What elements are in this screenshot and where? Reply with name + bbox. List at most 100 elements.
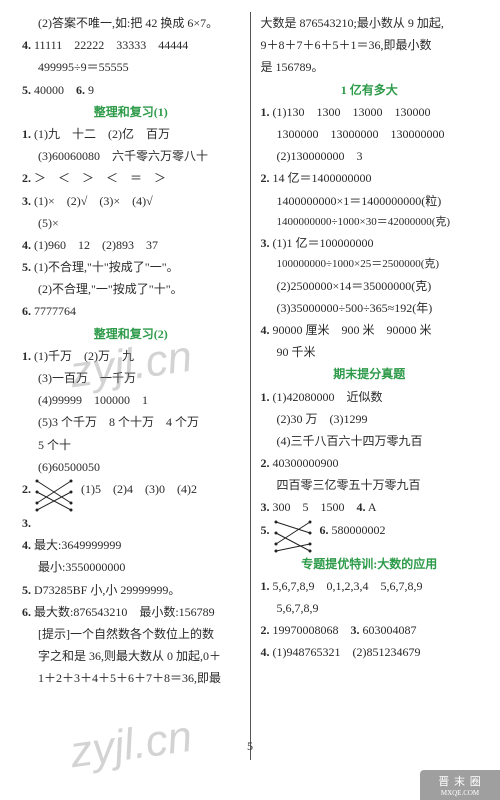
item-num: 4. [357, 500, 366, 514]
item-text: (1)42080000 近似数 [273, 390, 383, 404]
text-line: 大数是 876543210;最小数从 9 加起, [261, 12, 479, 34]
item-text: 90000 厘米 900 米 90000 米 [273, 323, 432, 337]
text-line: 1300000 13000000 130000000 [261, 123, 479, 145]
text-line: 4. 11111 22222 33333 44444 [22, 34, 240, 56]
text-line: [提示]一个自然数各个数位上的数 [22, 623, 240, 645]
item-text: 最大:3649999999 [34, 538, 121, 552]
item-text: 603004087 [363, 623, 417, 637]
section-heading: 期末提分真题 [261, 363, 479, 385]
text-line: 100000000÷1000×25＝2500000(克) [261, 254, 479, 274]
item-text: 11111 22222 33333 44444 [34, 38, 188, 52]
text-line: 1＋2＋3＋4＋5＋6＋7＋8＝36,即最 [22, 667, 240, 689]
text-line: 5,6,7,8,9 [261, 597, 479, 619]
text-line: 1400000000×1＝1400000000(粒) [261, 190, 479, 212]
text-line: 1. (1)130 1300 13000 130000 [261, 101, 479, 123]
item-num: 1. [22, 349, 31, 363]
item-text: 14 亿＝1400000000 [273, 171, 372, 185]
page-number: 5 [0, 739, 500, 754]
item-num: 5. [22, 260, 31, 274]
text-line: (2)不合理,"一"按成了"十"。 [22, 278, 240, 300]
corner-logo: 晋 末 圈 MXQE.COM [420, 770, 500, 800]
text-line: (3)60060080 六千零六万零八十 [22, 145, 240, 167]
item-num: 2. [22, 171, 31, 185]
item-text: (1)1 亿＝100000000 [273, 236, 374, 250]
item-num: 2. [22, 482, 31, 496]
section-heading: 整理和复习(2) [22, 323, 240, 345]
item-num: 4. [22, 38, 31, 52]
text-line: 4. (1)948765321 (2)851234679 [261, 641, 479, 663]
text-line: 1. (1)千万 (2)万 九 [22, 345, 240, 367]
text-line: 4. (1)960 12 (2)893 37 [22, 234, 240, 256]
matching-diagram-icon [273, 519, 313, 553]
text-line: (2)2500000×14＝35000000(克) [261, 275, 479, 297]
item-num: 2. [261, 171, 270, 185]
item-num: 6. [76, 83, 85, 97]
item-num: 6. [22, 304, 31, 318]
item-text: 9 [88, 83, 94, 97]
text-line: 5 个十 [22, 434, 240, 456]
item-num: 1. [22, 127, 31, 141]
text-line: 499995÷9＝55555 [22, 56, 240, 78]
corner-logo-sub: MXQE.COM [438, 789, 482, 797]
text-line: 90 千米 [261, 341, 479, 363]
matching-diagram-icon [34, 478, 74, 512]
item-text: (1)九 十二 (2)亿 百万 [34, 127, 170, 141]
text-line: 3. 300 5 1500 4. A [261, 496, 479, 518]
section-heading: 1 亿有多大 [261, 79, 479, 101]
item-num: 2. [261, 456, 270, 470]
text-line: (5)3 个千万 8 个十万 4 个万 [22, 411, 240, 433]
item-text: 19970008068 [273, 623, 351, 637]
text-line: (6)60500050 [22, 456, 240, 478]
text-line: 2. 19970008068 3. 603004087 [261, 619, 479, 641]
item-num: 3. [22, 516, 31, 530]
text-line: (4)三千八百六十四万零九百 [261, 430, 479, 452]
item-text: (1)× (2)√ (3)× (4)√ [34, 194, 153, 208]
left-column: (2)答案不唯一,如:把 42 换成 6×7。 4. 11111 22222 3… [18, 12, 251, 760]
item-text: A [368, 500, 377, 514]
item-text: 580000002 [332, 523, 386, 537]
text-line: 4. 90000 厘米 900 米 90000 米 [261, 319, 479, 341]
section-heading: 专题提优特训:大数的应用 [261, 553, 479, 575]
item-text: (1)960 12 (2)893 37 [34, 238, 158, 252]
item-text: D73285BF 小,小 29999999。 [34, 583, 180, 597]
text-line: 1400000000÷1000×30＝42000000(克) [261, 212, 479, 232]
item-num: 4. [261, 645, 270, 659]
text-line: 3. (1)1 亿＝100000000 [261, 232, 479, 254]
text-line: 3. (1)× (2)√ (3)× (4)√ [22, 190, 240, 212]
text-line: 字之和是 36,则最大数从 0 加起,0＋ [22, 645, 240, 667]
text-line: 6. 7777764 [22, 300, 240, 322]
text-line: 最小:3550000000 [22, 556, 240, 578]
item-num: 5. [22, 583, 31, 597]
item-num: 3. [351, 623, 360, 637]
item-num: 3. [22, 194, 31, 208]
section-heading: 整理和复习(1) [22, 101, 240, 123]
item-text: 5,6,7,8,9 0,1,2,3,4 5,6,7,8,9 [273, 579, 423, 593]
text-line: 5. 40000 6. 9 [22, 79, 240, 101]
item-num: 1. [261, 105, 270, 119]
item-text: 40300000900 [273, 456, 339, 470]
item-num: 3. [261, 236, 270, 250]
item-text: 最大数:876543210 最小数:156789 [34, 605, 215, 619]
text-line: (2)答案不唯一,如:把 42 换成 6×7。 [22, 12, 240, 34]
item-num: 4. [22, 238, 31, 252]
item-text: (1)不合理,"十"按成了"一"。 [34, 260, 179, 274]
text-line: 5. D73285BF 小,小 29999999。 [22, 579, 240, 601]
item-text: (1)130 1300 13000 130000 [273, 105, 431, 119]
text-line: 2. (1)5 (2)4 (3)0 (4)2 [22, 478, 240, 512]
item-num: 6. [22, 605, 31, 619]
text-line: 9＋8＋7＋6＋5＋1＝36,即最小数 [261, 34, 479, 56]
text-line: (4)99999 100000 1 [22, 389, 240, 411]
item-text: ＞ ＜ ＞ ＜ ＝ ＞ [34, 171, 166, 185]
text-line: 2. 14 亿＝1400000000 [261, 167, 479, 189]
text-line: 5. (1)不合理,"十"按成了"一"。 [22, 256, 240, 278]
text-line: 4. 最大:3649999999 [22, 534, 240, 556]
text-line: (2)30 万 (3)1299 [261, 408, 479, 430]
item-num: 5. [261, 523, 270, 537]
text-line: (2)130000000 3 [261, 145, 479, 167]
text-line: 1. (1)九 十二 (2)亿 百万 [22, 123, 240, 145]
text-line: 2. ＞ ＜ ＞ ＜ ＝ ＞ [22, 167, 240, 189]
item-text: 300 5 1500 [273, 500, 357, 514]
item-text: (1)5 (2)4 (3)0 (4)2 [81, 482, 197, 496]
corner-logo-text: 晋 末 圈 [438, 773, 482, 789]
text-line: 1. (1)42080000 近似数 [261, 386, 479, 408]
